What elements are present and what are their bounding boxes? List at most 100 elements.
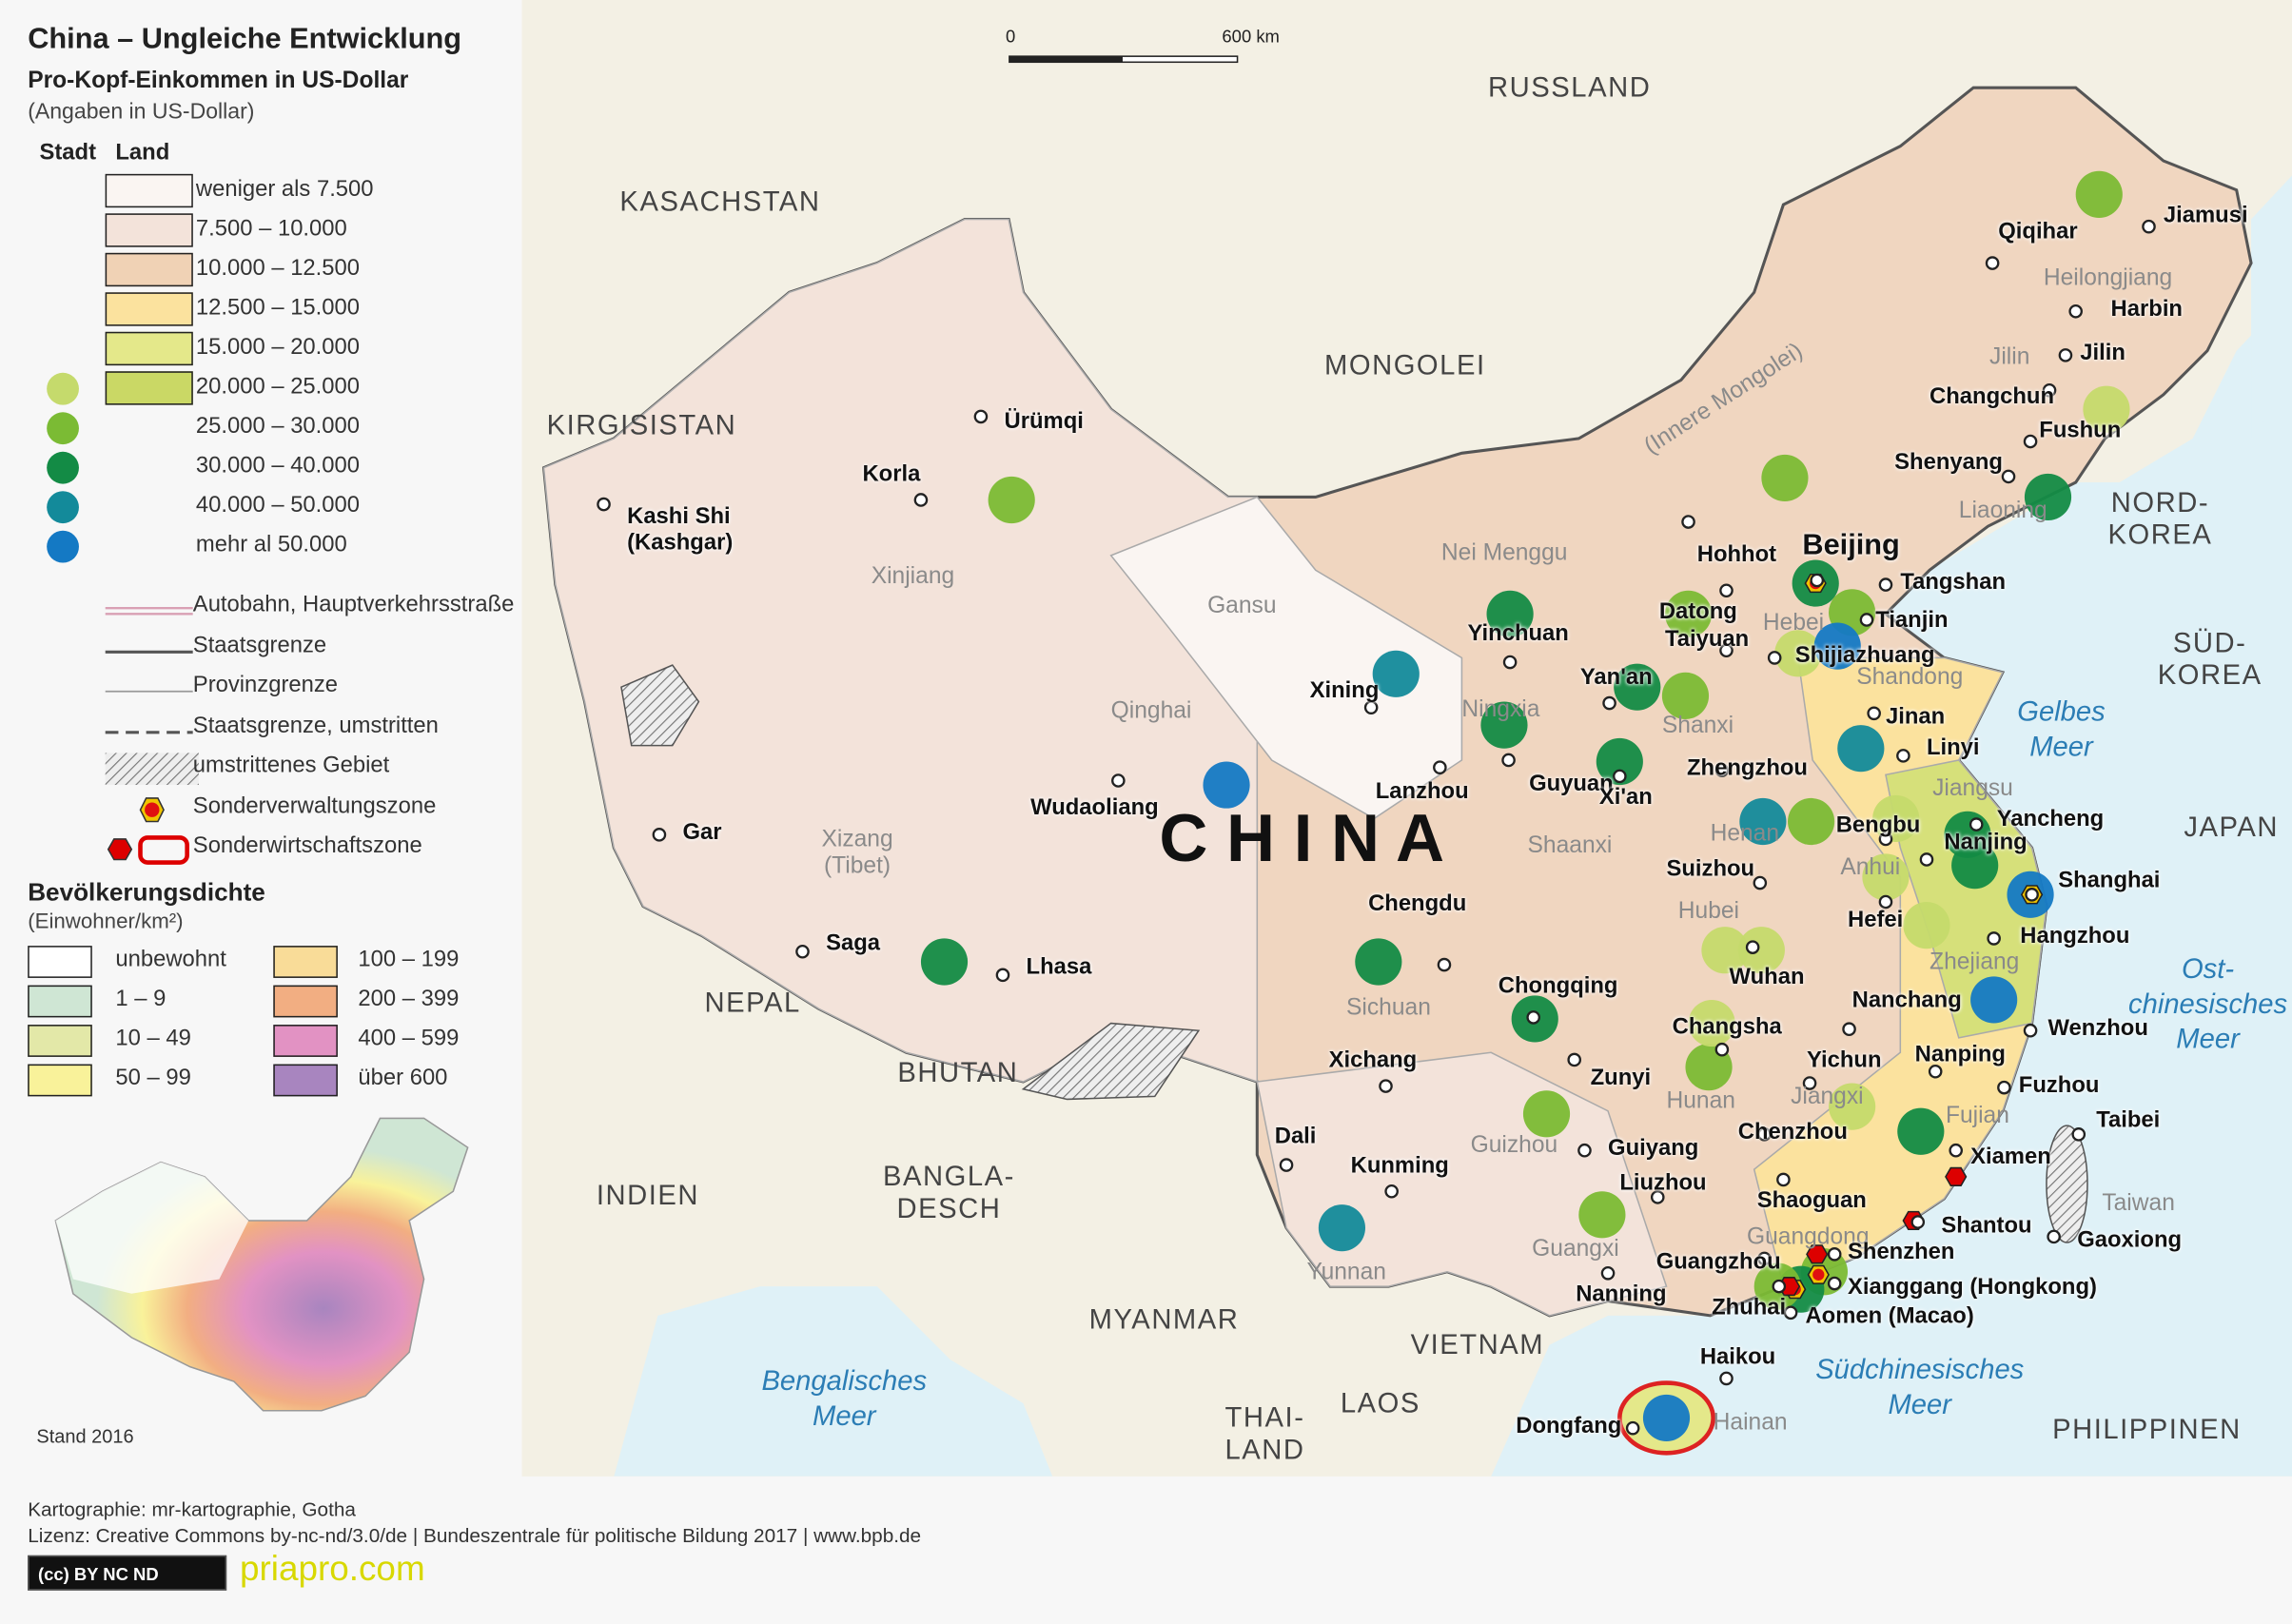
city-label: Zunyi xyxy=(1590,1066,1652,1091)
legend-income-label: 10.000 – 12.500 xyxy=(195,255,361,282)
city-label: Haikou xyxy=(1699,1344,1776,1370)
country-label: PHILIPPINEN xyxy=(2052,1415,2242,1446)
city-label: Hangzhou xyxy=(2020,924,2130,949)
city-label: Gar xyxy=(682,819,722,846)
city-income-circle xyxy=(1837,725,1885,773)
province-label: Zhejiang xyxy=(1930,949,2020,975)
legend-land-swatch xyxy=(105,252,193,287)
city-label: Yinchuan xyxy=(1467,621,1569,647)
legend-col-land: Land xyxy=(115,140,170,166)
sea-bengal xyxy=(614,1286,1053,1477)
province-label: Shanxi xyxy=(1661,713,1734,738)
city-label: Chongqing xyxy=(1498,973,1618,999)
city-marker xyxy=(795,944,810,959)
city-marker xyxy=(1526,1010,1540,1025)
city-marker xyxy=(1772,1279,1787,1294)
city-label: Chengdu xyxy=(1368,891,1467,917)
city-income-circle xyxy=(1739,797,1787,846)
population-density-inset-map xyxy=(54,1117,469,1412)
legend-city-dot xyxy=(47,372,79,405)
city-marker xyxy=(2142,219,2156,234)
city-label: Fushun xyxy=(2039,418,2122,443)
city-label: Linyi xyxy=(1926,734,1980,760)
city-label: Yichun xyxy=(1806,1047,1882,1073)
city-label: Dali xyxy=(1274,1124,1317,1149)
city-marker xyxy=(2023,434,2038,449)
density-swatch xyxy=(28,1064,92,1097)
province-label: Heilongjiang xyxy=(2043,265,2173,291)
city-income-circle xyxy=(1596,737,1643,786)
city-marker xyxy=(1997,1080,2011,1095)
map-subtitle: Pro-Kopf-Einkommen in US-Dollar xyxy=(28,68,409,94)
city-marker xyxy=(1757,1127,1772,1142)
country-label: VIETNAM xyxy=(1410,1330,1545,1361)
legend-city-dot xyxy=(47,412,79,445)
city-label: Jinan xyxy=(1885,704,1946,730)
city-label: Wudaoliang xyxy=(1030,794,1159,820)
legend-line-label: Staatsgrenze xyxy=(192,632,327,657)
city-marker xyxy=(1985,256,2000,270)
city-marker xyxy=(995,968,1010,983)
city-marker xyxy=(1613,769,1627,784)
city-label: Suizhou xyxy=(1666,856,1755,882)
legend-line-label: Provinzgrenze xyxy=(192,672,339,697)
city-marker xyxy=(2058,348,2073,362)
legend-city-dot xyxy=(47,530,79,563)
city-label: Lanzhou xyxy=(1375,778,1469,805)
province-label: Ningxia xyxy=(1461,696,1540,723)
credit-cartography: Kartographie: mr-kartographie, Gotha xyxy=(28,1497,356,1520)
city-income-circle xyxy=(988,476,1035,524)
city-label: Hefei xyxy=(1848,908,1904,933)
city-label: Chenzhou xyxy=(1737,1119,1848,1145)
legend-income-label: weniger als 7.500 xyxy=(195,176,374,203)
city-marker xyxy=(2025,888,2039,902)
density-swatch xyxy=(28,985,92,1018)
legend-income-label: 40.000 – 50.000 xyxy=(195,492,361,518)
city-income-circle xyxy=(1642,1394,1691,1441)
city-label: Wenzhou xyxy=(2047,1015,2148,1041)
province-label: Liaoning xyxy=(1958,498,2047,524)
city-income-circle xyxy=(1970,976,2018,1024)
province-label: Henan xyxy=(1710,821,1780,847)
density-label: über 600 xyxy=(358,1066,448,1091)
city-income-circle xyxy=(1829,1083,1876,1130)
city-marker xyxy=(1681,515,1695,529)
city-label: Gaoxiong xyxy=(2077,1227,2183,1253)
city-income-circle xyxy=(1480,701,1528,749)
density-label: unbewohnt xyxy=(115,947,226,972)
city-marker xyxy=(1719,1371,1734,1386)
cc-license-badge: (cc) BY NC ND xyxy=(28,1555,227,1591)
city-marker xyxy=(1878,577,1893,592)
province-label: Guangxi xyxy=(1532,1236,1619,1262)
region-jiangsu-zhejiang xyxy=(1885,759,2047,1039)
sea-japan xyxy=(2251,175,2292,439)
legend-line-symbol xyxy=(105,639,193,666)
legend-income-label: 12.500 – 15.000 xyxy=(195,295,361,321)
city-label: Ürümqi xyxy=(1004,409,1084,435)
country-label: KIRGISISTAN xyxy=(546,410,737,442)
city-label: Bengbu xyxy=(1835,812,1921,838)
province-label: Hubei xyxy=(1677,898,1740,925)
city-label: Nanjing xyxy=(1944,830,2028,855)
city-income-circle xyxy=(1788,797,1835,846)
legend-line-symbol xyxy=(105,720,193,747)
legend-line-symbol xyxy=(105,599,193,626)
city-marker xyxy=(1714,1042,1730,1057)
city-label: Shenyang xyxy=(1894,450,2003,476)
province-label: Guangdong xyxy=(1746,1224,1870,1250)
credit-license: Lizenz: Creative Commons by-nc-nd/3.0/de… xyxy=(28,1524,922,1547)
city-income-circle xyxy=(1661,672,1710,719)
province-label: Qinghai xyxy=(1110,698,1192,724)
city-income-circle xyxy=(1774,630,1822,677)
region-west-low-income xyxy=(542,218,1259,1084)
country-label: BHUTAN xyxy=(897,1058,1019,1089)
country-label: MYANMAR xyxy=(1088,1305,1240,1337)
city-label: Jiamusi xyxy=(2163,203,2248,228)
city-income-circle xyxy=(1372,650,1420,697)
city-marker xyxy=(973,409,989,424)
disputed-area-arunachal xyxy=(1021,1022,1201,1101)
city-marker xyxy=(1577,1143,1592,1158)
city-income-circle xyxy=(1897,1107,1945,1155)
city-income-circle xyxy=(2024,473,2072,520)
city-label: Hohhot xyxy=(1696,542,1777,568)
